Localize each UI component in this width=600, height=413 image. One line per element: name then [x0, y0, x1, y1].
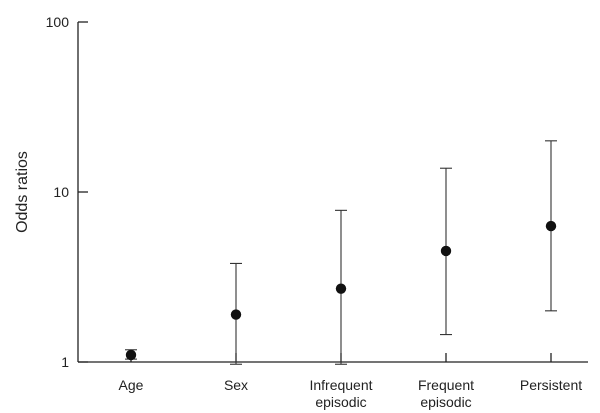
point-2 [335, 283, 347, 294]
data-marks [125, 140, 557, 365]
y-axis: 1 10 100 [46, 14, 88, 370]
point-4 [545, 220, 557, 232]
x-tick-label-0: Age [119, 377, 144, 393]
x-axis: Age Sex Infrequent episodic Frequent episodic… [78, 353, 588, 410]
y-tick-label-10: 10 [53, 184, 69, 200]
y-axis-title: Odds ratios [14, 151, 31, 233]
x-tick-label-1: Sex [224, 377, 248, 393]
point-1 [230, 309, 242, 320]
x-tick-label-3: Frequent episodic [418, 377, 474, 410]
point-0 [125, 349, 137, 361]
y-tick-label-100: 100 [46, 14, 70, 30]
x-tick-label-2: Infrequent episodic [309, 377, 372, 410]
x-tick-label-4: Persistent [520, 377, 582, 393]
point-3 [440, 245, 452, 257]
y-tick-label-1: 1 [61, 354, 69, 370]
